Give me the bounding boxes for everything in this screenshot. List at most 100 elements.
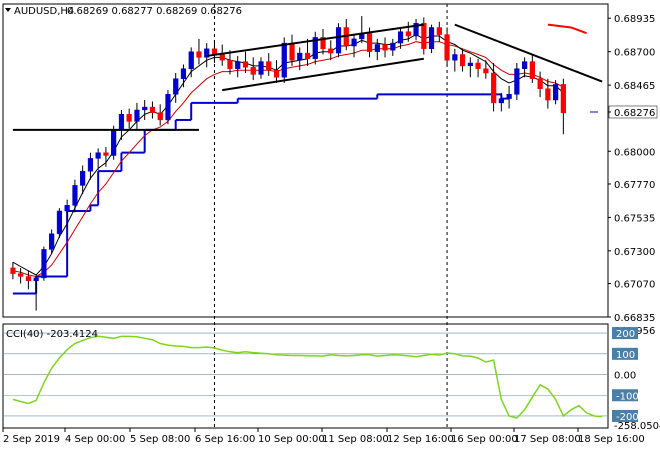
candle-body-67 bbox=[529, 61, 535, 79]
candle-body-61 bbox=[483, 68, 489, 74]
candle-body-21 bbox=[173, 78, 179, 95]
chart-title: AUDUSD,H4 bbox=[14, 6, 74, 17]
candle-body-19 bbox=[157, 112, 163, 121]
candle-body-1 bbox=[18, 273, 24, 277]
candle-body-39 bbox=[312, 37, 318, 59]
x-tick-label-8: 17 Sep 08:00 bbox=[514, 434, 581, 445]
candle-body-42 bbox=[335, 27, 342, 54]
candle-body-49 bbox=[390, 42, 396, 51]
candle-body-38 bbox=[304, 52, 311, 60]
ma-fast-line bbox=[12, 34, 564, 276]
candle-body-2 bbox=[25, 276, 32, 282]
candle-body-23 bbox=[188, 51, 194, 70]
candle-body-22 bbox=[180, 68, 187, 79]
cci-level-label-4: -200 bbox=[616, 412, 639, 423]
y-tick-label-4: 0.68000 bbox=[614, 147, 655, 158]
candle-body-50 bbox=[397, 31, 404, 44]
candle-body-4 bbox=[41, 249, 47, 279]
candle-body-51 bbox=[405, 31, 411, 37]
candle-body-40 bbox=[320, 37, 326, 50]
candle-body-7 bbox=[64, 205, 70, 212]
candle-body-44 bbox=[351, 38, 357, 47]
cci-level-box-4 bbox=[612, 409, 638, 422]
candle-body-5 bbox=[49, 233, 55, 250]
candle-body-9 bbox=[80, 170, 86, 186]
candle-body-11 bbox=[95, 152, 101, 159]
x-tick-label-0: 2 Sep 2019 bbox=[3, 434, 60, 445]
candle-body-68 bbox=[537, 78, 543, 89]
x-tick-label-9: 18 Sep 16:00 bbox=[578, 434, 645, 445]
cci-plot-border bbox=[2, 323, 609, 429]
candle-body-0 bbox=[10, 267, 16, 274]
candle-body-53 bbox=[421, 22, 427, 50]
candle-body-31 bbox=[250, 67, 256, 75]
cci-line bbox=[12, 335, 603, 419]
candle-body-48 bbox=[382, 44, 388, 51]
cci-label: CCI(40) -203.4124 bbox=[6, 329, 98, 340]
x-tick-label-3: 6 Sep 16:00 bbox=[195, 434, 255, 445]
candle-body-24 bbox=[196, 51, 202, 58]
candle-body-70 bbox=[553, 84, 559, 101]
candle-body-29 bbox=[235, 61, 241, 69]
candle-body-64 bbox=[506, 94, 512, 99]
candle-body-36 bbox=[289, 42, 295, 61]
candle-body-52 bbox=[413, 22, 419, 37]
candle-body-10 bbox=[87, 158, 94, 172]
candle-body-13 bbox=[111, 129, 117, 156]
dropdown-triangle-icon[interactable] bbox=[5, 8, 11, 12]
candle-body-62 bbox=[491, 72, 497, 104]
y-tick-label-9: 0.66835 bbox=[614, 313, 655, 324]
candle-body-34 bbox=[273, 69, 280, 78]
y-tick-label-3: 0.68276 bbox=[614, 108, 655, 119]
cci-level-box-3 bbox=[612, 389, 638, 402]
x-tick-label-2: 5 Sep 08:00 bbox=[130, 434, 190, 445]
cci-level-label-1: 100 bbox=[616, 350, 635, 361]
candle-body-59 bbox=[467, 62, 473, 67]
candle-body-28 bbox=[227, 59, 233, 69]
candle-body-41 bbox=[328, 48, 334, 54]
candle-body-57 bbox=[452, 54, 458, 61]
candle-body-35 bbox=[281, 42, 287, 78]
candle-body-66 bbox=[522, 61, 528, 69]
candle-body-63 bbox=[498, 98, 504, 104]
candle-body-55 bbox=[436, 27, 442, 35]
candle-body-32 bbox=[258, 61, 264, 75]
candle-body-46 bbox=[366, 32, 373, 52]
candle-body-60 bbox=[475, 62, 481, 69]
red-marker-line bbox=[547, 23, 587, 35]
cci-level-label-0: 200 bbox=[616, 329, 635, 340]
candle-body-6 bbox=[56, 210, 63, 235]
candle-body-56 bbox=[444, 34, 450, 61]
y-tick-label-1: 0.68700 bbox=[614, 48, 655, 59]
y-tick-label-7: 0.67300 bbox=[614, 247, 655, 258]
x-tick-label-1: 4 Sep 00:00 bbox=[65, 434, 125, 445]
candle-body-71 bbox=[560, 84, 566, 114]
cci-level-label-3: -100 bbox=[616, 391, 639, 402]
candle-body-16 bbox=[134, 109, 140, 122]
cci-level-label-2: 0.00 bbox=[614, 371, 636, 382]
candle-body-30 bbox=[242, 61, 249, 68]
candle-body-33 bbox=[266, 61, 272, 71]
axis-layer: 0.68935 0.68700 0.68465 0.68276 0.68000 0.677… bbox=[2, 14, 660, 445]
chart-ohlc: 0.68269 0.68277 0.68269 0.68276 bbox=[67, 6, 242, 17]
y-tick-label-8: 0.67070 bbox=[614, 280, 655, 291]
main-chart-frame bbox=[2, 3, 609, 429]
y-tick-label-6: 0.67535 bbox=[614, 213, 655, 224]
chart-header: AUDUSD,H4 0.68269 0.68277 0.68269 0.6827… bbox=[5, 6, 242, 340]
candle-body-14 bbox=[118, 114, 125, 131]
x-tick-label-6: 12 Sep 16:00 bbox=[387, 434, 454, 445]
x-tick-label-5: 11 Sep 08:00 bbox=[322, 434, 389, 445]
candle-body-17 bbox=[142, 106, 148, 111]
cci-level-box-0 bbox=[612, 327, 638, 340]
candle-body-37 bbox=[297, 52, 303, 61]
candle-body-15 bbox=[126, 114, 132, 122]
x-tick-label-7: 16 Sep 00:00 bbox=[451, 434, 518, 445]
y-tick-label-5: 0.67770 bbox=[614, 180, 655, 191]
trendline-2 bbox=[222, 57, 424, 92]
candle-body-65 bbox=[514, 68, 520, 95]
cci-scale-bottom: -258.0504 bbox=[614, 421, 660, 432]
candle-body-58 bbox=[459, 54, 466, 67]
main-chart-layer bbox=[10, 4, 603, 428]
y-tick-label-2: 0.68465 bbox=[614, 81, 655, 92]
